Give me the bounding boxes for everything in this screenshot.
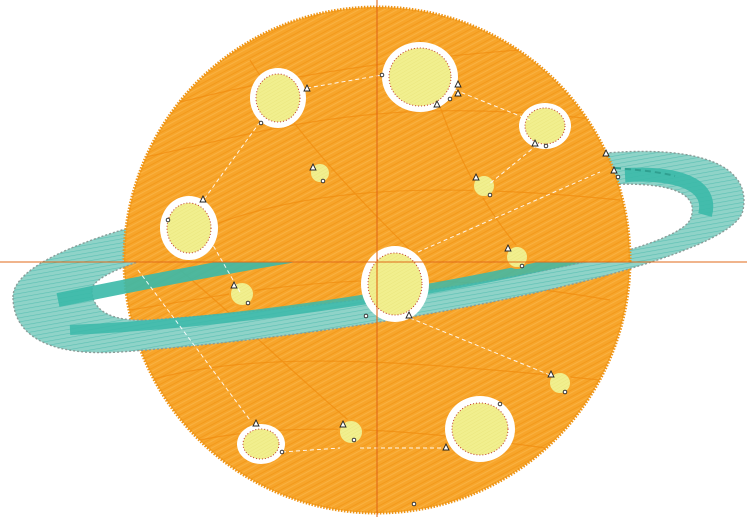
crater-large: [519, 103, 571, 149]
stitch-markers: [165, 72, 621, 507]
crater-large: [361, 246, 429, 322]
crater-large: [382, 42, 458, 112]
crater-large: [445, 396, 515, 462]
crater-large: [237, 424, 285, 464]
crater-large: [160, 196, 218, 260]
ring-inner-band: [624, 167, 714, 217]
crater-small: [472, 174, 496, 198]
craters: [160, 42, 572, 464]
travel-stitches: [137, 74, 601, 453]
crater-large: [250, 68, 306, 128]
crater-small: [548, 371, 572, 395]
